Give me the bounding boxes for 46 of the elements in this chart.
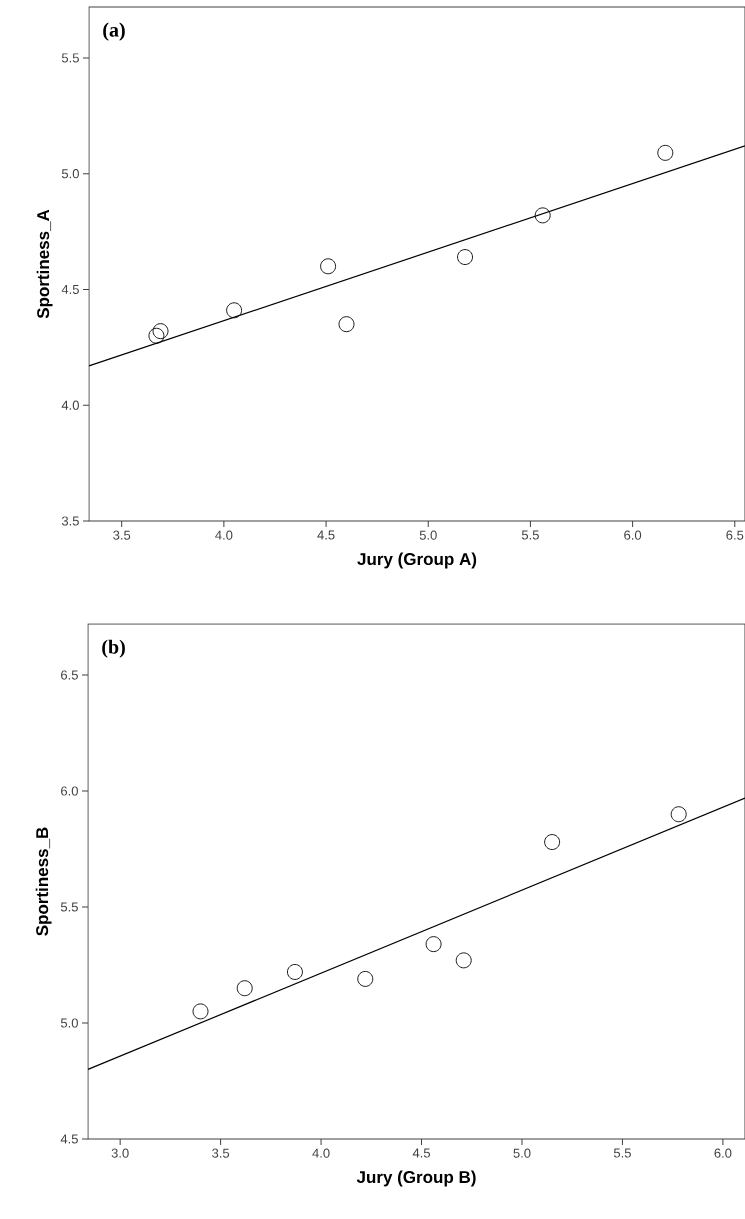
point [236, 980, 253, 997]
x-tick-label: 5.0 [419, 530, 437, 540]
y-tick-label: 5.0 [61, 169, 79, 179]
point [425, 936, 442, 953]
y-tick-label: 5.5 [60, 902, 78, 912]
y-axis-title: Sportiness_B [35, 827, 52, 936]
x-tick-label: 4.5 [412, 1148, 431, 1158]
x-axis-title: Jury (Group B) [356, 1170, 476, 1187]
point [338, 316, 355, 333]
point [357, 970, 374, 987]
point [534, 207, 551, 224]
x-tick-label: 5.5 [613, 1148, 631, 1158]
x-tick-label: 3.0 [111, 1148, 129, 1158]
text: (a) [103, 22, 125, 41]
point [192, 1003, 209, 1020]
y-tick-label: 5.0 [60, 1018, 78, 1028]
y-tick-label: 4.5 [61, 284, 79, 294]
point [544, 834, 561, 851]
y-tick-label: 6.0 [61, 786, 78, 796]
point [148, 327, 165, 344]
x-tick-label: 6.5 [726, 530, 744, 540]
y-tick-label: 3.5 [61, 516, 79, 526]
y-tick-label: 5.5 [61, 53, 79, 63]
point [152, 323, 169, 340]
point [457, 249, 473, 265]
point [670, 806, 687, 823]
x-tick-label: 4.5 [317, 530, 335, 540]
y-tick-label: 6.5 [61, 670, 78, 680]
y-axis-title: Sportiness_A [36, 209, 53, 319]
x-tick-label: 5.5 [521, 530, 539, 540]
y-tick-label: 4.0 [61, 400, 79, 410]
x-axis-title: Jury (Group A) [357, 552, 477, 569]
point [287, 964, 303, 980]
x-tick-label: 4.0 [312, 1148, 330, 1158]
text: (b) [102, 639, 125, 658]
point [455, 952, 472, 969]
x-tick-label: 3.5 [212, 1148, 230, 1158]
y-tick-label: 4.5 [60, 1134, 78, 1144]
point [657, 144, 674, 161]
x-tick-label: 4.0 [215, 530, 233, 540]
x-tick-label: 3.5 [113, 530, 131, 540]
x-tick-label: 6.0 [714, 1148, 732, 1158]
x-tick-label: 6.0 [624, 530, 642, 540]
point [226, 302, 243, 319]
x-tick-label: 5.0 [513, 1148, 531, 1158]
point [320, 258, 337, 275]
